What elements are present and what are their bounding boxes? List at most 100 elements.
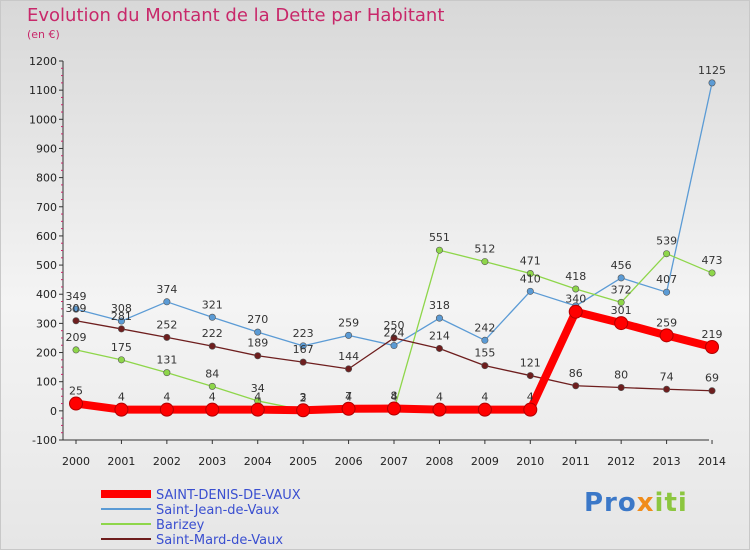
- data-label: 318: [429, 299, 450, 312]
- y-tick-label: 700: [36, 201, 57, 214]
- data-label: 131: [156, 354, 177, 367]
- data-point: [663, 288, 671, 296]
- data-point: [705, 339, 720, 354]
- data-label: 189: [247, 337, 268, 350]
- data-label: 167: [293, 343, 314, 356]
- data-point: [572, 285, 580, 293]
- data-point: [481, 258, 489, 266]
- data-point: [250, 402, 265, 417]
- y-tick-label: 300: [36, 317, 57, 330]
- data-point: [526, 270, 534, 278]
- x-tick-label: 2006: [335, 455, 363, 468]
- data-label: 69: [705, 372, 719, 385]
- data-point: [117, 325, 125, 333]
- x-tick-label: 2000: [62, 455, 90, 468]
- data-label: 372: [611, 283, 632, 296]
- data-label: 4: [163, 391, 170, 404]
- data-point: [387, 401, 402, 416]
- data-point: [69, 396, 83, 411]
- data-point: [163, 369, 171, 377]
- data-point: [663, 250, 671, 258]
- data-label: 259: [656, 316, 677, 329]
- data-point: [659, 328, 674, 343]
- data-label: 3: [300, 391, 307, 404]
- data-point: [617, 274, 625, 282]
- data-point: [435, 314, 443, 322]
- data-point: [435, 246, 443, 254]
- x-tick-label: 2010: [516, 455, 544, 468]
- data-label: 4: [527, 391, 534, 404]
- data-point: [390, 342, 398, 350]
- data-label: 242: [474, 321, 495, 334]
- chart-title: Evolution du Montant de la Dette par Hab…: [27, 5, 445, 26]
- data-label: 4: [118, 391, 125, 404]
- y-tick-label: 100: [36, 376, 57, 389]
- data-label: 407: [656, 273, 677, 286]
- data-point: [254, 352, 262, 360]
- data-point: [481, 336, 489, 344]
- data-point: [159, 402, 174, 417]
- x-tick-label: 2005: [289, 455, 317, 468]
- data-label: 155: [474, 347, 495, 360]
- data-point: [163, 298, 171, 306]
- data-point: [114, 402, 129, 417]
- y-tick-label: 1100: [29, 84, 57, 97]
- data-label: 473: [702, 254, 723, 267]
- data-point: [708, 387, 716, 395]
- data-label: 410: [520, 272, 541, 285]
- y-tick-label: 0: [50, 405, 57, 418]
- data-label: 4: [345, 391, 352, 404]
- data-point: [432, 402, 447, 417]
- data-point: [614, 316, 629, 331]
- data-point: [299, 358, 307, 366]
- data-point: [617, 298, 625, 306]
- data-point: [435, 344, 443, 352]
- proxiti-logo: Proxiti: [584, 488, 688, 518]
- x-tick-label: 2014: [698, 455, 726, 468]
- data-point: [477, 402, 492, 417]
- data-point: [117, 317, 125, 325]
- x-tick-label: 2012: [607, 455, 635, 468]
- data-label: 252: [156, 318, 177, 331]
- data-point: [208, 313, 216, 321]
- x-tick-label: 2008: [425, 455, 453, 468]
- data-point: [208, 382, 216, 390]
- data-point: [345, 331, 353, 339]
- data-label: 86: [569, 367, 583, 380]
- y-tick-label: 200: [36, 347, 57, 360]
- data-point: [341, 401, 356, 416]
- x-tick-label: 2007: [380, 455, 408, 468]
- data-label: 4: [436, 391, 443, 404]
- data-point: [523, 402, 538, 417]
- data-point: [205, 402, 220, 417]
- data-label: 418: [565, 270, 586, 283]
- data-label: 74: [660, 370, 674, 383]
- data-label: 270: [247, 313, 268, 326]
- data-label: 281: [111, 310, 132, 323]
- data-point: [390, 334, 398, 342]
- x-tick-label: 2002: [153, 455, 181, 468]
- data-label: 34: [251, 382, 265, 395]
- data-point: [345, 365, 353, 373]
- data-point: [208, 342, 216, 350]
- legend-label: Saint-Mard-de-Vaux: [156, 533, 283, 548]
- data-label: 539: [656, 235, 677, 248]
- x-tick-label: 2013: [653, 455, 681, 468]
- legend-label: SAINT-DENIS-DE-VAUX: [156, 488, 301, 503]
- data-label: 4: [391, 391, 398, 404]
- x-tick-label: 2003: [198, 455, 226, 468]
- data-point: [526, 372, 534, 380]
- data-label: 80: [614, 369, 628, 382]
- data-point: [117, 356, 125, 364]
- data-label: 340: [565, 293, 586, 306]
- data-label: 4: [254, 391, 261, 404]
- chart-subtitle: (en €): [27, 28, 60, 41]
- y-tick-label: 500: [36, 259, 57, 272]
- data-point: [254, 328, 262, 336]
- data-label: 471: [520, 255, 541, 268]
- y-tick-label: 800: [36, 172, 57, 185]
- data-label: 223: [293, 327, 314, 340]
- data-label: 222: [202, 327, 223, 340]
- data-label: 84: [205, 367, 219, 380]
- x-tick-label: 2011: [562, 455, 590, 468]
